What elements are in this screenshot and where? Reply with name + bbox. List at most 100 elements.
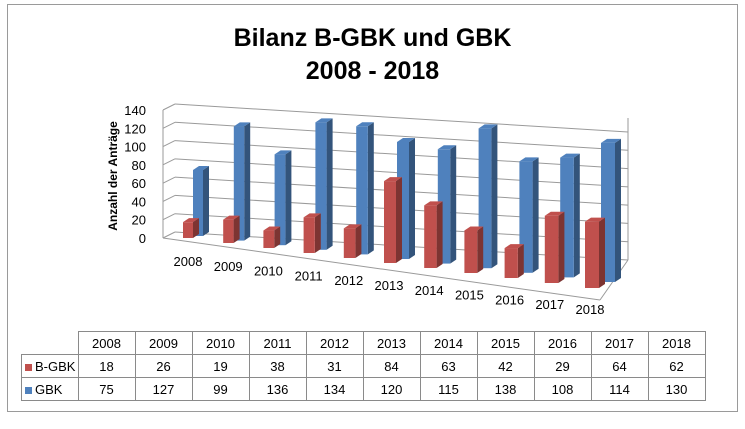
bar-top-b-gbk <box>464 226 484 231</box>
gridline-left <box>162 213 176 221</box>
bar-top-gbk <box>519 157 539 162</box>
bar-side-gbk <box>491 124 498 269</box>
bar-b-gbk-2011 <box>303 217 315 253</box>
y-tick-label: 0 <box>139 231 146 246</box>
table-corner <box>21 331 79 355</box>
table-header-cell: 2012 <box>305 331 364 355</box>
legend-entry-b-gbk: B-GBK <box>21 354 79 378</box>
y-tick-label: 60 <box>132 176 146 191</box>
x-tick-label: 2010 <box>254 264 283 279</box>
chart-title: Bilanz B-GBK und GBK <box>233 24 512 52</box>
bar-top-gbk <box>233 122 251 127</box>
bar-top-b-gbk <box>183 218 199 223</box>
y-tick-label: 140 <box>124 103 146 118</box>
table-cell: 18 <box>77 354 136 378</box>
table-header-cell: 2009 <box>134 331 193 355</box>
bar-side-gbk <box>450 145 457 264</box>
table-header-cell: 2015 <box>476 331 535 355</box>
table-cell: 108 <box>533 377 592 401</box>
data-table: 2008 2009 2010 2011 2012 2013 2014 2015 2016 2017… <box>21 331 706 401</box>
x-tick-label: 2017 <box>535 297 564 312</box>
bar-b-gbk-2017 <box>544 215 559 283</box>
table-cell: 130 <box>647 377 706 401</box>
bar-top-gbk <box>478 124 498 129</box>
gridline-left <box>162 158 176 166</box>
gridline-left <box>162 231 176 239</box>
gridline-left <box>162 176 176 184</box>
table-header-cell: 2018 <box>647 331 706 355</box>
x-tick-label: 2014 <box>415 283 444 298</box>
table-cell: 38 <box>248 354 307 378</box>
bar-b-gbk-2008 <box>183 222 193 238</box>
x-tick-label: 2016 <box>495 292 524 307</box>
bar-b-gbk-2014 <box>424 205 437 268</box>
bar-side-gbk <box>409 138 415 259</box>
table-cell: 62 <box>647 354 706 378</box>
table-cell: 42 <box>476 354 535 378</box>
table-cell: 127 <box>134 377 193 401</box>
bar-side-gbk <box>203 166 209 236</box>
y-tick-label: 20 <box>132 213 146 228</box>
bar-side-b-gbk <box>314 213 321 253</box>
table-cell: 115 <box>419 377 478 401</box>
gridline-left <box>162 121 176 129</box>
bar-side-b-gbk <box>517 244 524 278</box>
x-tick-label: 2013 <box>375 278 404 293</box>
table-cell: 19 <box>191 354 250 378</box>
table-cell: 138 <box>476 377 535 401</box>
x-tick-label: 2008 <box>174 254 203 269</box>
legend-label: B-GBK <box>35 358 76 374</box>
bar-side-b-gbk <box>477 226 484 273</box>
bar-top-b-gbk <box>424 201 443 206</box>
bar-top-gbk <box>437 145 457 150</box>
legend-swatch <box>25 363 32 371</box>
bar-b-gbk-2015 <box>464 230 478 273</box>
bar-top-b-gbk <box>384 177 402 182</box>
floor-front-edge <box>162 237 601 301</box>
bar-side-b-gbk <box>558 211 565 283</box>
bar-top-gbk <box>193 166 209 170</box>
x-tick-label: 2018 <box>576 302 605 317</box>
bar-top-gbk <box>274 150 292 155</box>
bar-side-gbk <box>326 118 333 250</box>
bar-top-b-gbk <box>223 215 240 220</box>
gridline-left <box>162 103 176 111</box>
bar-side-b-gbk <box>355 224 362 258</box>
table-cell: 26 <box>134 354 193 378</box>
bar-gbk-2010 <box>274 154 286 246</box>
x-tick-label: 2009 <box>214 259 243 274</box>
table-cell: 114 <box>590 377 649 401</box>
bar-top-b-gbk <box>343 224 362 229</box>
table-cell: 84 <box>362 354 421 378</box>
bar-side-gbk <box>244 122 251 241</box>
bar-b-gbk-2012 <box>343 228 356 258</box>
bar-gbk-2009 <box>233 126 245 241</box>
legend-label: GBK <box>35 381 63 397</box>
bar-side-gbk <box>367 122 374 255</box>
table-cell: 31 <box>305 354 364 378</box>
bar-top-gbk <box>356 122 374 127</box>
bar-top-gbk <box>560 153 580 158</box>
gridline-left <box>162 194 176 202</box>
table-header-cell: 2010 <box>191 331 250 355</box>
bar-top-gbk <box>315 118 333 123</box>
bar-side-gbk <box>573 153 580 278</box>
bar-side-gbk <box>532 157 539 273</box>
bar-top-gbk <box>601 138 621 143</box>
table-cell: 75 <box>77 377 136 401</box>
gridline-left <box>162 140 176 148</box>
bar-gbk-2008 <box>193 170 203 236</box>
table-header-cell: 2013 <box>362 331 421 355</box>
x-tick-label: 2015 <box>455 288 484 303</box>
chart-border <box>7 4 738 412</box>
y-tick-label: 80 <box>132 158 146 173</box>
table-header-cell: 2011 <box>248 331 307 355</box>
table-cell: 29 <box>533 354 592 378</box>
legend-swatch <box>25 386 32 394</box>
bar-b-gbk-2010 <box>263 230 275 248</box>
y-tick-label: 100 <box>124 140 146 155</box>
table-header-cell: 2014 <box>419 331 478 355</box>
bar-side-b-gbk <box>274 226 281 248</box>
bar-top-b-gbk <box>263 226 281 231</box>
